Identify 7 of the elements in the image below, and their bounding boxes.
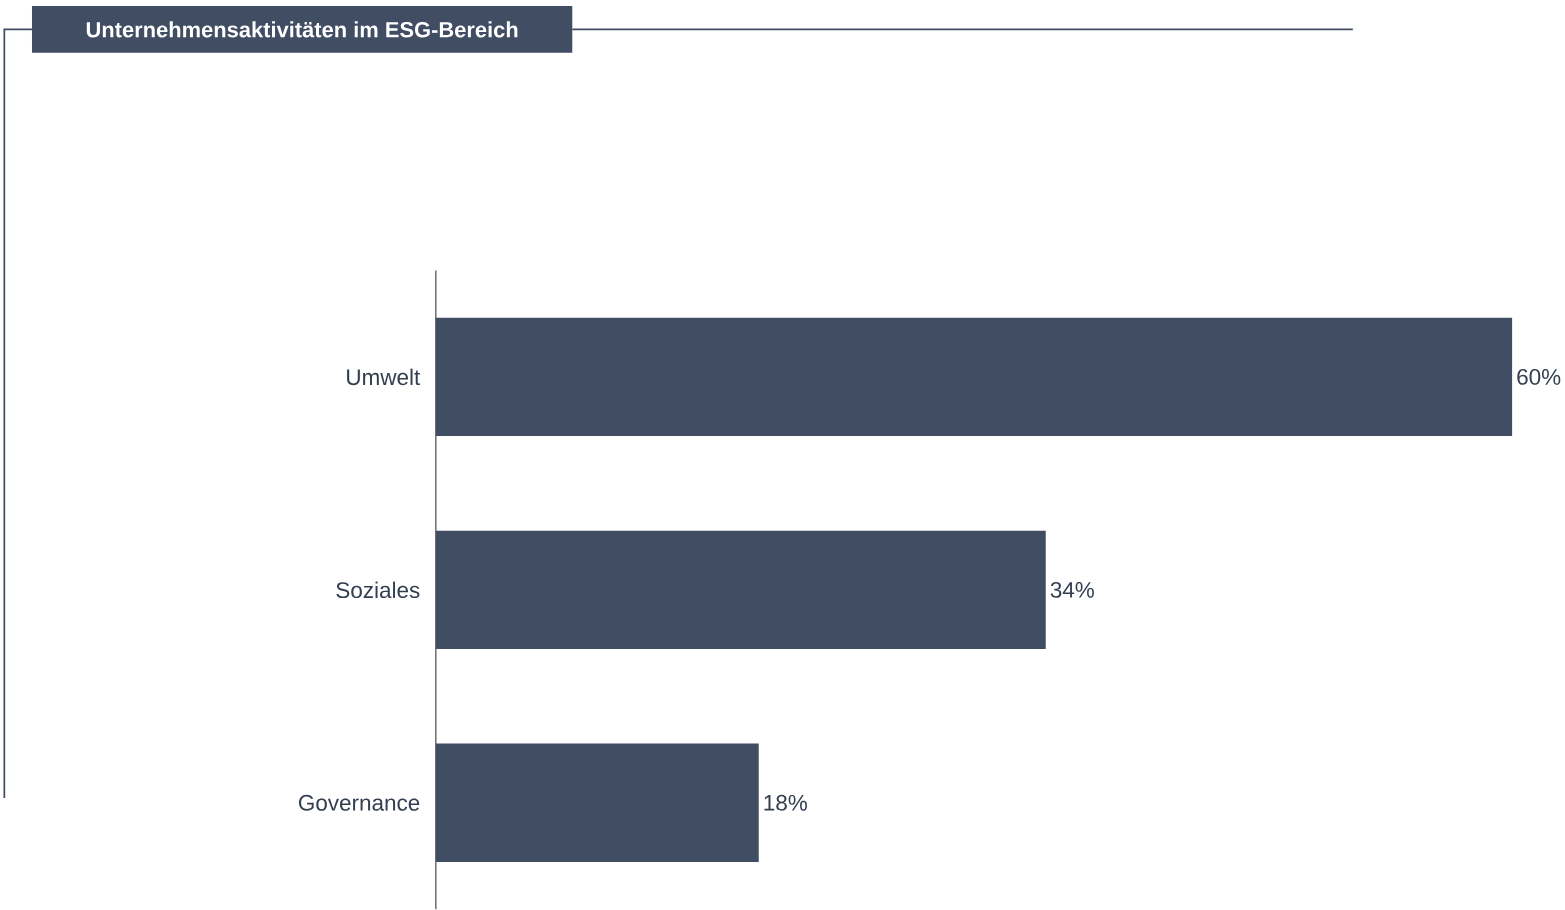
y-tick-label: Umwelt	[347, 368, 421, 386]
data-label: 34%	[1050, 582, 1094, 598]
data-label: 60%	[1517, 369, 1561, 386]
y-tick-label: Soziales	[336, 581, 420, 599]
y-tick-label: Governance	[298, 794, 420, 811]
chart-title: Unternehmensaktivitäten im ESG-Bereich	[86, 21, 518, 38]
data-label: 18%	[764, 794, 807, 811]
